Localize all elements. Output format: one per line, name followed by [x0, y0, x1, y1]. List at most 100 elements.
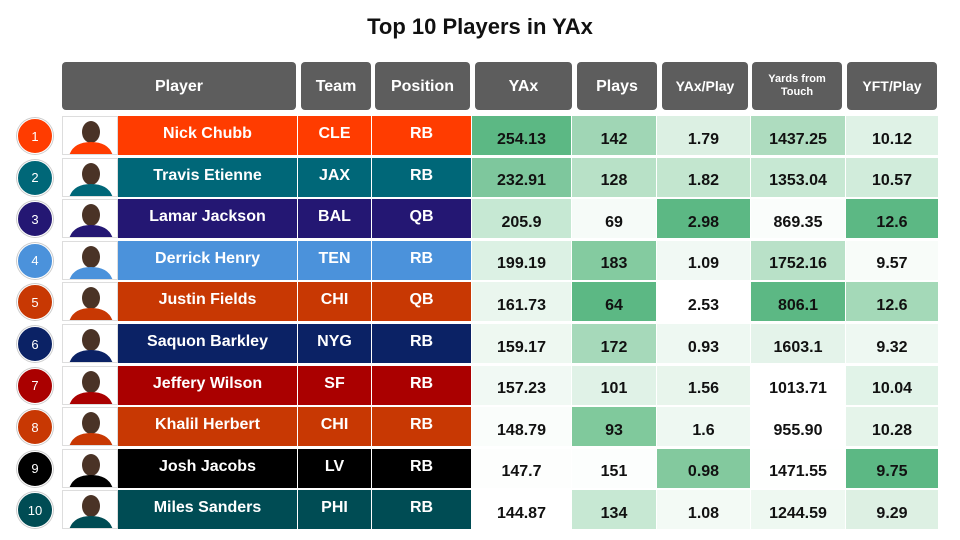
rank-badge: 10 — [17, 492, 53, 529]
player-team: CHI — [298, 407, 372, 447]
stat-yax-play: 2.98 — [657, 199, 751, 239]
player-photo — [62, 199, 118, 239]
header-yft-per-play: YFT/Play — [847, 62, 937, 110]
stat-yax-play: 0.98 — [657, 448, 751, 488]
player-position: QB — [372, 199, 472, 239]
stat-yax: 254.13 — [472, 116, 572, 155]
player-position: RB — [372, 448, 472, 488]
stat-yax-play: 2.53 — [657, 282, 751, 322]
player-team: JAX — [298, 157, 372, 197]
player-position: QB — [372, 282, 472, 322]
player-position: RB — [372, 157, 472, 197]
stat-yft: 1603.1 — [751, 324, 846, 363]
rank-badge: 8 — [17, 409, 53, 446]
player-name: Lamar Jackson — [118, 199, 298, 239]
header-yax: YAx — [475, 62, 572, 110]
header-yax-per-play: YAx/Play — [662, 62, 748, 110]
rank-badge: 7 — [17, 367, 53, 404]
rank-badge: 5 — [17, 284, 53, 321]
stat-yax: 205.9 — [472, 199, 572, 239]
player-team: CLE — [298, 116, 372, 155]
rank-badge: 9 — [17, 450, 53, 487]
player-team: BAL — [298, 199, 372, 239]
player-name: Khalil Herbert — [118, 407, 298, 447]
stat-yft-play: 10.12 — [846, 116, 939, 155]
stat-yax-play: 1.82 — [657, 157, 751, 197]
player-position: RB — [372, 116, 472, 155]
rank-badge: 1 — [17, 118, 53, 154]
header-player: Player — [62, 62, 296, 110]
stat-yft-play: 10.57 — [846, 157, 939, 197]
header-yards-from-touch-label: Yards from Touch — [768, 73, 826, 98]
stat-plays: 134 — [572, 490, 657, 530]
player-position: RB — [372, 490, 472, 530]
player-position: RB — [372, 324, 472, 363]
player-photo — [62, 365, 118, 405]
stat-yax-play: 1.79 — [657, 116, 751, 155]
stat-yft-play: 9.75 — [846, 448, 939, 488]
player-photo — [62, 240, 118, 280]
stat-plays: 151 — [572, 448, 657, 488]
player-name: Justin Fields — [118, 282, 298, 322]
player-name: Jeffery Wilson — [118, 365, 298, 405]
player-photo — [62, 324, 118, 363]
stat-yft: 1013.71 — [751, 365, 846, 405]
stat-yax-play: 1.09 — [657, 240, 751, 280]
stat-plays: 69 — [572, 199, 657, 239]
stat-yft: 1244.59 — [751, 490, 846, 530]
player-name: Miles Sanders — [118, 490, 298, 530]
player-name: Josh Jacobs — [118, 448, 298, 488]
stat-yft: 1437.25 — [751, 116, 846, 155]
player-position: RB — [372, 240, 472, 280]
player-photo — [62, 157, 118, 197]
stat-yft: 1752.16 — [751, 240, 846, 280]
header-position: Position — [375, 62, 470, 110]
player-name: Travis Etienne — [118, 157, 298, 197]
stat-yft-play: 10.28 — [846, 407, 939, 447]
stat-yft-play: 12.6 — [846, 199, 939, 239]
header-plays: Plays — [577, 62, 657, 110]
player-photo — [62, 407, 118, 447]
player-photo — [62, 490, 118, 530]
player-team: TEN — [298, 240, 372, 280]
player-position: RB — [372, 365, 472, 405]
stat-yax: 159.17 — [472, 324, 572, 363]
stat-plays: 128 — [572, 157, 657, 197]
stat-yft-play: 10.04 — [846, 365, 939, 405]
stat-yft-play: 9.57 — [846, 240, 939, 280]
stat-yax: 161.73 — [472, 282, 572, 322]
player-team: NYG — [298, 324, 372, 363]
stat-yft-play: 12.6 — [846, 282, 939, 322]
stat-yft-play: 9.29 — [846, 490, 939, 530]
player-photo — [62, 282, 118, 322]
stat-yax: 147.7 — [472, 448, 572, 488]
player-photo — [62, 116, 118, 155]
rank-badge: 6 — [17, 326, 53, 362]
stat-yax-play: 1.6 — [657, 407, 751, 447]
rank-badge: 4 — [17, 242, 53, 279]
stat-yft: 955.90 — [751, 407, 846, 447]
stat-yax: 199.19 — [472, 240, 572, 280]
player-name: Saquon Barkley — [118, 324, 298, 363]
player-team: PHI — [298, 490, 372, 530]
player-position: RB — [372, 407, 472, 447]
player-team: CHI — [298, 282, 372, 322]
player-team: SF — [298, 365, 372, 405]
stat-yft: 1353.04 — [751, 157, 846, 197]
stat-yax: 144.87 — [472, 490, 572, 530]
header-yards-from-touch: Yards from Touch — [752, 62, 842, 110]
stat-plays: 93 — [572, 407, 657, 447]
stat-yax-play: 1.08 — [657, 490, 751, 530]
player-name: Derrick Henry — [118, 240, 298, 280]
player-team: LV — [298, 448, 372, 488]
stat-yft: 1471.55 — [751, 448, 846, 488]
rank-badge: 2 — [17, 159, 53, 196]
header-team: Team — [301, 62, 371, 110]
stat-plays: 172 — [572, 324, 657, 363]
stat-yft-play: 9.32 — [846, 324, 939, 363]
player-photo — [62, 448, 118, 488]
stat-yft: 869.35 — [751, 199, 846, 239]
rank-badge: 3 — [17, 201, 53, 238]
stat-yax-play: 0.93 — [657, 324, 751, 363]
stat-yft: 806.1 — [751, 282, 846, 322]
